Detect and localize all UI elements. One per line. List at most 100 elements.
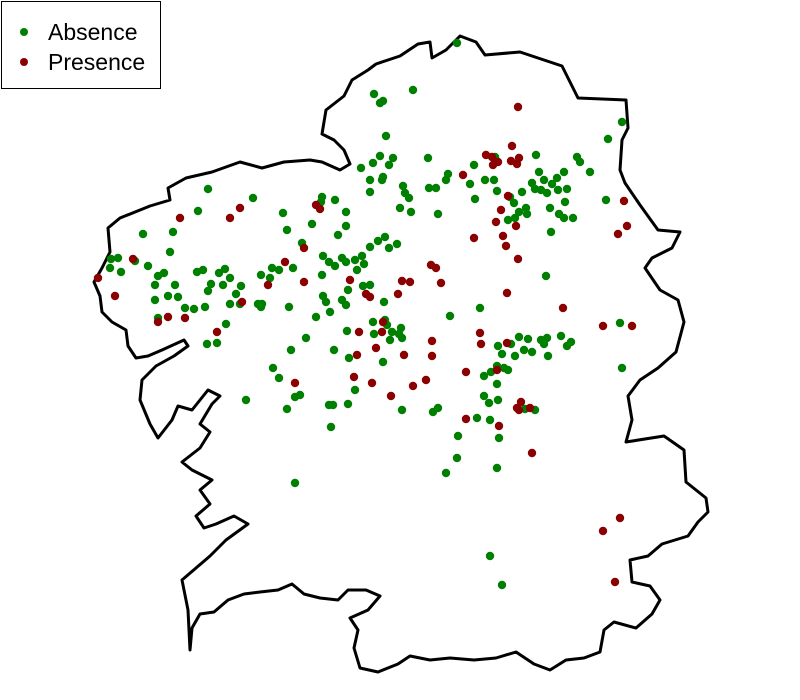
absence-point bbox=[492, 379, 502, 389]
presence-point bbox=[492, 365, 502, 375]
presence-point bbox=[496, 205, 506, 215]
absence-point bbox=[267, 263, 277, 273]
absence-point bbox=[397, 405, 407, 415]
presence-point bbox=[354, 327, 364, 337]
absence-point bbox=[514, 332, 524, 342]
absence-point bbox=[231, 289, 241, 299]
absence-point bbox=[503, 215, 513, 225]
absence-point bbox=[369, 89, 379, 99]
presence-point bbox=[436, 278, 446, 288]
absence-point bbox=[556, 331, 566, 341]
absence-point bbox=[220, 264, 230, 274]
absence-point bbox=[553, 185, 563, 195]
absence-point bbox=[288, 263, 298, 273]
absence-point bbox=[268, 363, 278, 373]
presence-point bbox=[487, 152, 497, 162]
absence-point bbox=[543, 351, 553, 361]
presence-point bbox=[461, 414, 471, 424]
presence-point bbox=[225, 213, 235, 223]
absence-marker-icon bbox=[20, 28, 28, 36]
absence-point bbox=[489, 175, 499, 185]
absence-point bbox=[503, 365, 513, 375]
absence-point bbox=[479, 371, 489, 381]
absence-point bbox=[282, 404, 292, 414]
absence-point bbox=[560, 197, 570, 207]
absence-point bbox=[365, 280, 375, 290]
presence-point bbox=[175, 213, 185, 223]
absence-point bbox=[445, 311, 455, 321]
absence-point bbox=[470, 194, 480, 204]
absence-point bbox=[539, 175, 549, 185]
presence-point bbox=[494, 421, 504, 431]
absence-point bbox=[380, 232, 390, 242]
presence-point bbox=[615, 513, 625, 523]
presence-point bbox=[598, 321, 608, 331]
presence-point bbox=[371, 343, 381, 353]
absence-point bbox=[494, 433, 504, 443]
presence-point bbox=[475, 328, 485, 338]
absence-point bbox=[113, 253, 123, 263]
absence-point bbox=[603, 134, 613, 144]
presence-point bbox=[163, 312, 173, 322]
absence-point bbox=[493, 341, 503, 351]
absence-point bbox=[202, 339, 212, 349]
absence-point bbox=[453, 431, 463, 441]
absence-point bbox=[365, 187, 375, 197]
legend-label-presence: Presence bbox=[48, 48, 146, 75]
absence-point bbox=[368, 317, 378, 327]
absence-point bbox=[465, 179, 475, 189]
absence-point bbox=[395, 203, 405, 213]
absence-point bbox=[295, 390, 305, 400]
presence-point bbox=[627, 321, 637, 331]
absence-point bbox=[527, 178, 537, 188]
absence-point bbox=[212, 338, 222, 348]
presence-point bbox=[427, 336, 437, 346]
presence-point bbox=[408, 381, 418, 391]
presence-point bbox=[299, 243, 309, 253]
absence-point bbox=[545, 203, 555, 213]
legend-label-absence: Absence bbox=[48, 18, 138, 45]
absence-point bbox=[330, 195, 340, 205]
legend-item-absence: Absence bbox=[2, 18, 138, 46]
absence-point bbox=[388, 153, 398, 163]
absence-point bbox=[341, 221, 351, 231]
presence-point bbox=[393, 289, 403, 299]
absence-point bbox=[344, 353, 354, 363]
presence-point bbox=[378, 317, 388, 327]
presence-point bbox=[516, 397, 526, 407]
presence-point bbox=[527, 448, 537, 458]
presence-point bbox=[235, 203, 245, 213]
presence-point bbox=[514, 153, 524, 163]
absence-point bbox=[173, 292, 183, 302]
presence-point bbox=[352, 350, 362, 360]
presence-point bbox=[610, 577, 620, 587]
absence-point bbox=[534, 167, 544, 177]
presence-point bbox=[212, 327, 222, 337]
absence-point bbox=[329, 345, 339, 355]
absence-point bbox=[343, 285, 353, 295]
absence-point bbox=[350, 385, 360, 395]
absence-point bbox=[492, 186, 502, 196]
absence-point bbox=[357, 251, 367, 261]
absence-point bbox=[452, 38, 462, 48]
presence-point bbox=[153, 317, 163, 327]
absence-point bbox=[559, 167, 569, 177]
absence-point bbox=[307, 219, 317, 229]
absence-point bbox=[150, 280, 160, 290]
absence-point bbox=[381, 131, 391, 141]
presence-point bbox=[503, 191, 513, 201]
absence-point bbox=[373, 236, 383, 246]
absence-point bbox=[180, 303, 190, 313]
absence-point bbox=[356, 163, 366, 173]
absence-point bbox=[352, 265, 362, 275]
absence-point bbox=[423, 153, 433, 163]
presence-point bbox=[397, 276, 407, 286]
presence-point bbox=[502, 288, 512, 298]
absence-point bbox=[531, 150, 541, 160]
presence-point bbox=[498, 231, 508, 241]
absence-point bbox=[143, 261, 153, 271]
absence-point bbox=[562, 184, 572, 194]
absence-point bbox=[278, 208, 288, 218]
absence-point bbox=[153, 271, 163, 281]
